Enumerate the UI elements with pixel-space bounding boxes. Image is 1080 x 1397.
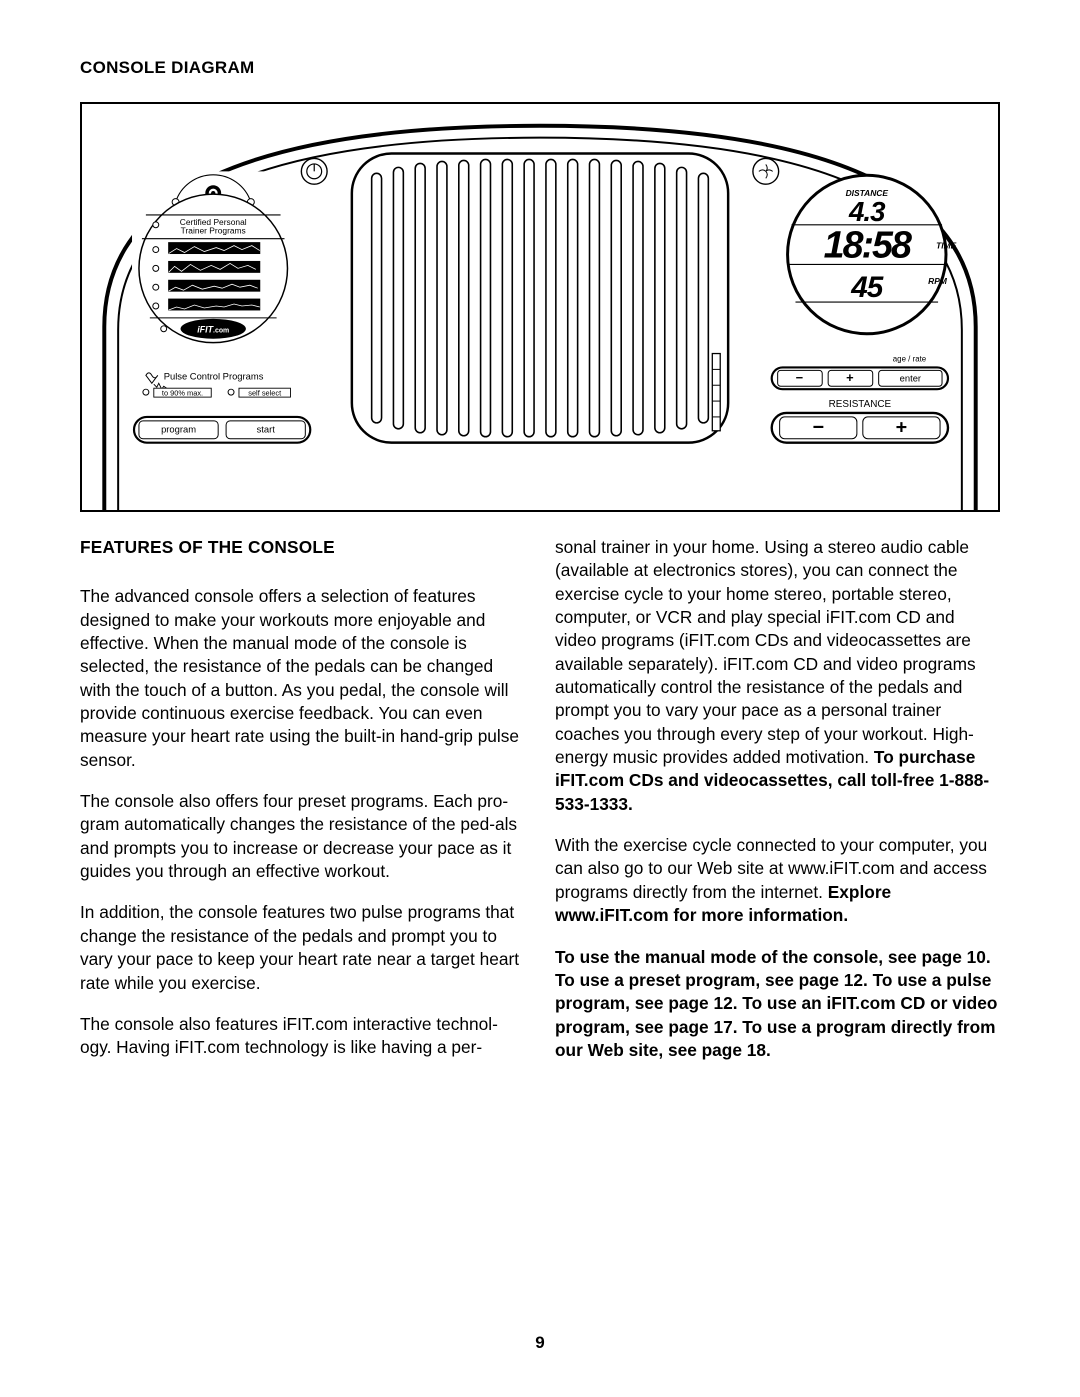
svg-text:start: start bbox=[257, 424, 276, 435]
svg-text:Pulse Control Programs: Pulse Control Programs bbox=[164, 370, 264, 381]
column-right: sonal trainer in your home. Using a ster… bbox=[555, 536, 1000, 1080]
left-button-row: program start bbox=[134, 417, 310, 443]
svg-text:−: − bbox=[812, 417, 824, 439]
para: The console also features iFIT.com inter… bbox=[80, 1013, 525, 1060]
svg-text:+: + bbox=[896, 417, 908, 439]
svg-text:45: 45 bbox=[850, 271, 884, 304]
para: The advanced console offers a selection … bbox=[80, 585, 525, 772]
para: sonal trainer in your home. Using a ster… bbox=[555, 536, 1000, 816]
body-columns: FEATURES OF THE CONSOLE The advanced con… bbox=[80, 536, 1000, 1080]
svg-text:18:58: 18:58 bbox=[824, 223, 912, 265]
page-number: 9 bbox=[0, 1333, 1080, 1353]
svg-text:enter: enter bbox=[900, 373, 921, 384]
para: The console also offers four preset prog… bbox=[80, 790, 525, 883]
svg-text:to 90% max.: to 90% max. bbox=[162, 389, 203, 398]
svg-text:+: + bbox=[846, 370, 854, 385]
column-left: FEATURES OF THE CONSOLE The advanced con… bbox=[80, 536, 525, 1080]
svg-text:−: − bbox=[796, 370, 804, 385]
features-heading: FEATURES OF THE CONSOLE bbox=[80, 536, 525, 559]
svg-text:RESISTANCE: RESISTANCE bbox=[829, 399, 892, 410]
svg-text:TIME: TIME bbox=[936, 241, 956, 251]
para: With the exercise cycle connected to you… bbox=[555, 834, 1000, 927]
svg-text:age / rate: age / rate bbox=[893, 354, 927, 363]
manual-page: CONSOLE DIAGRAM bbox=[0, 0, 1080, 1397]
console-svg: slow fast RPM Certified Personal Trainer… bbox=[82, 104, 998, 510]
svg-text:self select: self select bbox=[248, 389, 281, 398]
svg-text:Trainer Programs: Trainer Programs bbox=[181, 226, 246, 236]
svg-text:4.3: 4.3 bbox=[848, 196, 886, 227]
svg-text:RPM: RPM bbox=[928, 276, 948, 286]
right-panel: DISTANCE 4.3 18:58 TIME 45 RPM age / rat… bbox=[772, 175, 957, 442]
console-diagram: slow fast RPM Certified Personal Trainer… bbox=[80, 102, 1000, 512]
grille bbox=[352, 154, 728, 443]
para: In addition, the console features two pu… bbox=[80, 901, 525, 994]
section-title: CONSOLE DIAGRAM bbox=[80, 58, 1000, 78]
svg-text:program: program bbox=[161, 424, 196, 435]
para: To use the manual mode of the console, s… bbox=[555, 946, 1000, 1063]
